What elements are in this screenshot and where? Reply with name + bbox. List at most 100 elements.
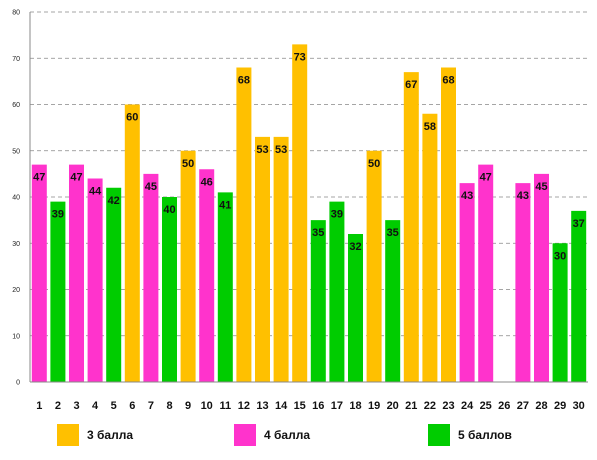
- x-tick-label: 10: [201, 400, 213, 412]
- x-tick-label: 20: [387, 400, 399, 412]
- x-tick-label: 7: [148, 400, 154, 412]
- data-label: 58: [424, 121, 436, 133]
- x-tick-label: 6: [129, 400, 135, 412]
- legend-label-3: 3 балла: [87, 428, 134, 442]
- y-tick-label: 0: [16, 380, 20, 387]
- x-tick-label: 27: [517, 400, 529, 412]
- bar: [571, 210, 587, 382]
- bar: [162, 197, 177, 382]
- x-tick-label: 13: [256, 400, 268, 412]
- x-tick-label: 2: [55, 400, 61, 412]
- data-label: 47: [70, 172, 82, 184]
- data-label: 43: [517, 190, 529, 202]
- bar: [534, 173, 549, 382]
- x-tick-label: 1: [36, 400, 42, 412]
- legend: 3 балла 4 балла 5 баллов: [0, 424, 597, 452]
- x-tick-label: 12: [238, 400, 250, 412]
- data-label: 45: [535, 181, 547, 193]
- data-label: 44: [89, 186, 102, 198]
- bar: [422, 113, 438, 382]
- x-tick-label: 18: [349, 400, 361, 412]
- data-labels: 47 39 47 44 42 60 45 40 50 46 41 68 53 53 73 35 39 32 50 35…: [33, 51, 585, 262]
- y-tick-label: 30: [12, 241, 20, 248]
- bar: [217, 192, 233, 382]
- bar: [292, 44, 308, 382]
- data-label: 53: [275, 144, 287, 156]
- y-tick-label: 40: [12, 195, 20, 202]
- x-tick-label: 16: [312, 400, 324, 412]
- y-tick-label: 20: [12, 287, 20, 294]
- bar: [385, 220, 401, 382]
- data-label: 50: [182, 158, 194, 170]
- data-label: 47: [480, 172, 492, 184]
- x-tick-label: 5: [111, 400, 117, 412]
- legend-swatch-5: [428, 424, 450, 446]
- x-tick-label: 15: [294, 400, 306, 412]
- bar: [273, 136, 289, 382]
- data-label: 68: [238, 75, 250, 87]
- x-tick-label: 22: [424, 400, 436, 412]
- data-label: 45: [145, 181, 157, 193]
- x-tick-label: 19: [368, 400, 380, 412]
- legend-item-3: 3 балла: [57, 424, 133, 446]
- x-tick-label: 14: [275, 400, 288, 412]
- x-tick-label: 26: [498, 400, 510, 412]
- data-label: 50: [368, 158, 380, 170]
- data-label: 32: [349, 241, 361, 253]
- data-label: 53: [256, 144, 268, 156]
- x-axis: 1 2 3 4 5 6 7 8 9 10 11 12 13 14 15 16 17 18 19 20 21 22 23 24 2…: [30, 381, 588, 412]
- legend-swatch-4: [234, 424, 256, 446]
- data-label: 35: [312, 227, 324, 239]
- x-tick-label: 21: [405, 400, 417, 412]
- x-tick-label: 24: [461, 400, 474, 412]
- data-label: 46: [201, 176, 213, 188]
- x-tick-label: 29: [554, 400, 566, 412]
- legend-swatch-3: [57, 424, 79, 446]
- gridlines: [30, 11, 588, 337]
- data-label: 30: [554, 250, 566, 262]
- data-label: 37: [573, 218, 585, 230]
- bar: [180, 150, 196, 382]
- data-label: 73: [294, 51, 306, 63]
- bar: [69, 164, 84, 382]
- bar: [552, 243, 568, 382]
- data-label: 60: [126, 112, 138, 124]
- bar: [366, 150, 382, 382]
- y-tick-label: 60: [12, 102, 20, 109]
- bar: [403, 72, 419, 382]
- legend-item-4: 4 балла: [234, 424, 310, 446]
- bar: [199, 169, 215, 382]
- bar: [124, 104, 140, 382]
- x-tick-label: 30: [573, 400, 585, 412]
- x-tick-label: 11: [219, 400, 231, 412]
- bar: [50, 201, 66, 382]
- y-tick-label: 10: [12, 333, 20, 340]
- bar: [441, 67, 456, 382]
- data-label: 35: [387, 227, 399, 239]
- data-label: 68: [442, 75, 454, 87]
- bar: [236, 67, 252, 382]
- x-tick-label: 8: [166, 400, 172, 412]
- legend-item-5: 5 баллов: [428, 424, 512, 446]
- bar: [87, 178, 103, 382]
- bar: [106, 187, 122, 382]
- x-tick-label: 9: [185, 400, 191, 412]
- bar: [459, 183, 475, 382]
- x-tick-label: 25: [480, 400, 492, 412]
- bar: [143, 173, 159, 382]
- bar: [329, 201, 345, 382]
- y-tick-label: 50: [12, 148, 20, 155]
- data-label: 67: [405, 79, 417, 91]
- legend-label-4: 4 балла: [264, 428, 311, 442]
- bar: [31, 164, 47, 382]
- data-label: 41: [219, 199, 231, 211]
- x-tick-label: 23: [442, 400, 454, 412]
- bar: [515, 183, 531, 382]
- y-axis: 0 10 20 30 40 50 60 70 80: [12, 10, 31, 387]
- data-label: 40: [163, 204, 175, 216]
- data-label: 47: [33, 172, 45, 184]
- data-label: 39: [331, 209, 343, 221]
- x-tick-label: 4: [92, 400, 99, 412]
- bars: [31, 44, 587, 382]
